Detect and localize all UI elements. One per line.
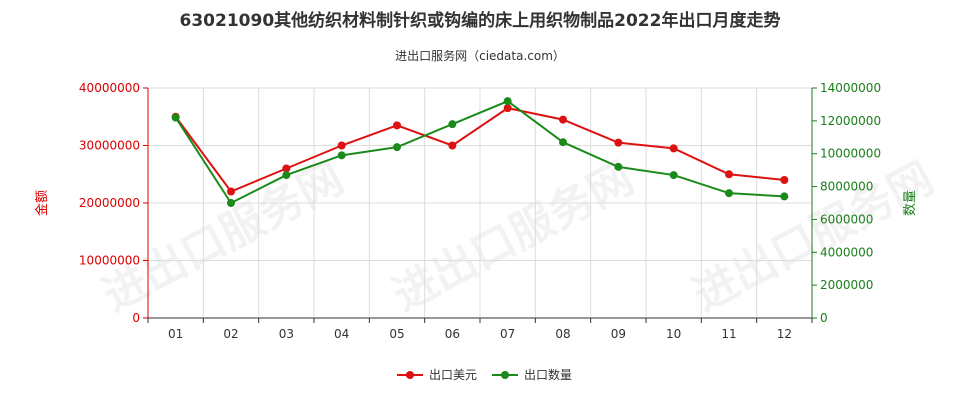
legend: 出口美元 出口数量	[397, 367, 572, 382]
x-tick-label: 09	[611, 327, 626, 341]
x-tick-label: 07	[500, 327, 515, 341]
data-point[interactable]	[669, 171, 678, 180]
y-right-axis-label: 数量	[903, 190, 918, 216]
x-tick-label: 02	[223, 327, 238, 341]
watermark-text: 进出口服务网	[385, 153, 642, 322]
x-tick-label: 01	[168, 327, 183, 341]
data-point[interactable]	[393, 143, 401, 152]
y-left-axis-label: 金额	[34, 190, 50, 216]
legend-swatch-marker	[501, 371, 509, 379]
y-right-tick-label: 6000000	[820, 212, 873, 226]
data-point[interactable]	[503, 104, 512, 113]
watermark-text: 进出口服务网	[95, 153, 352, 322]
data-point[interactable]	[448, 141, 457, 150]
data-point[interactable]	[337, 151, 346, 160]
x-tick-label: 08	[555, 327, 570, 341]
legend-label: 出口美元	[429, 368, 477, 382]
y-left-tick-label: 0	[132, 311, 140, 325]
data-point[interactable]	[780, 176, 789, 184]
legend-item[interactable]: 出口数量	[492, 367, 572, 382]
y-left-tick-label: 40000000	[79, 81, 140, 95]
y-right-tick-label: 2000000	[820, 278, 873, 292]
data-point[interactable]	[559, 115, 567, 124]
series-line	[174, 100, 785, 205]
x-tick-label: 06	[445, 327, 460, 341]
grid	[147, 87, 813, 319]
x-tick-label: 10	[666, 327, 681, 341]
data-point[interactable]	[503, 97, 512, 106]
legend-label: 出口数量	[524, 367, 572, 382]
x-tick-label: 11	[721, 327, 736, 341]
legend-swatch-marker	[406, 371, 414, 379]
x-tick-label: 04	[334, 327, 349, 341]
chart-subtitle: 进出口服务网（ciedata.com）	[395, 48, 565, 63]
data-point[interactable]	[282, 171, 291, 180]
data-point[interactable]	[448, 120, 457, 129]
y-left-tick-label: 20000000	[79, 196, 140, 210]
series-2	[171, 97, 789, 207]
chart-title: 63021090其他纺织材料制针织或钩编的床上用织物制品2022年出口月度走势	[180, 10, 781, 31]
data-point[interactable]	[227, 187, 235, 196]
y-right-tick-label: 0	[820, 311, 828, 325]
y-right-tick-label: 10000000	[820, 147, 881, 161]
axes: 0 10000000 20000000 30000000 40000000 0 200000…	[79, 81, 881, 341]
data-point[interactable]	[614, 138, 623, 147]
data-point[interactable]	[393, 121, 401, 130]
y-right-tick-label: 12000000	[820, 114, 881, 128]
y-right-tick-label: 4000000	[820, 245, 873, 259]
series-line	[174, 107, 785, 193]
data-point[interactable]	[171, 113, 180, 122]
data-point[interactable]	[780, 192, 789, 201]
y-right-tick-label: 14000000	[820, 81, 881, 95]
data-point[interactable]	[227, 199, 235, 207]
y-left-tick-label: 30000000	[79, 139, 140, 153]
y-right-tick-label: 8000000	[820, 180, 873, 194]
series-1	[171, 104, 789, 196]
data-point[interactable]	[559, 138, 567, 147]
data-point[interactable]	[669, 144, 678, 153]
data-point[interactable]	[282, 164, 291, 173]
data-point[interactable]	[725, 170, 733, 179]
x-tick-label: 03	[279, 327, 294, 341]
x-tick-label: 12	[777, 327, 792, 341]
watermark-text: 进出口服务网	[685, 153, 942, 322]
x-tick-label: 05	[389, 327, 404, 341]
series	[171, 97, 789, 207]
data-point[interactable]	[725, 189, 733, 198]
legend-item[interactable]: 出口美元	[397, 368, 477, 382]
y-left-tick-label: 10000000	[79, 254, 140, 268]
data-point[interactable]	[614, 162, 623, 171]
data-point[interactable]	[337, 141, 346, 150]
